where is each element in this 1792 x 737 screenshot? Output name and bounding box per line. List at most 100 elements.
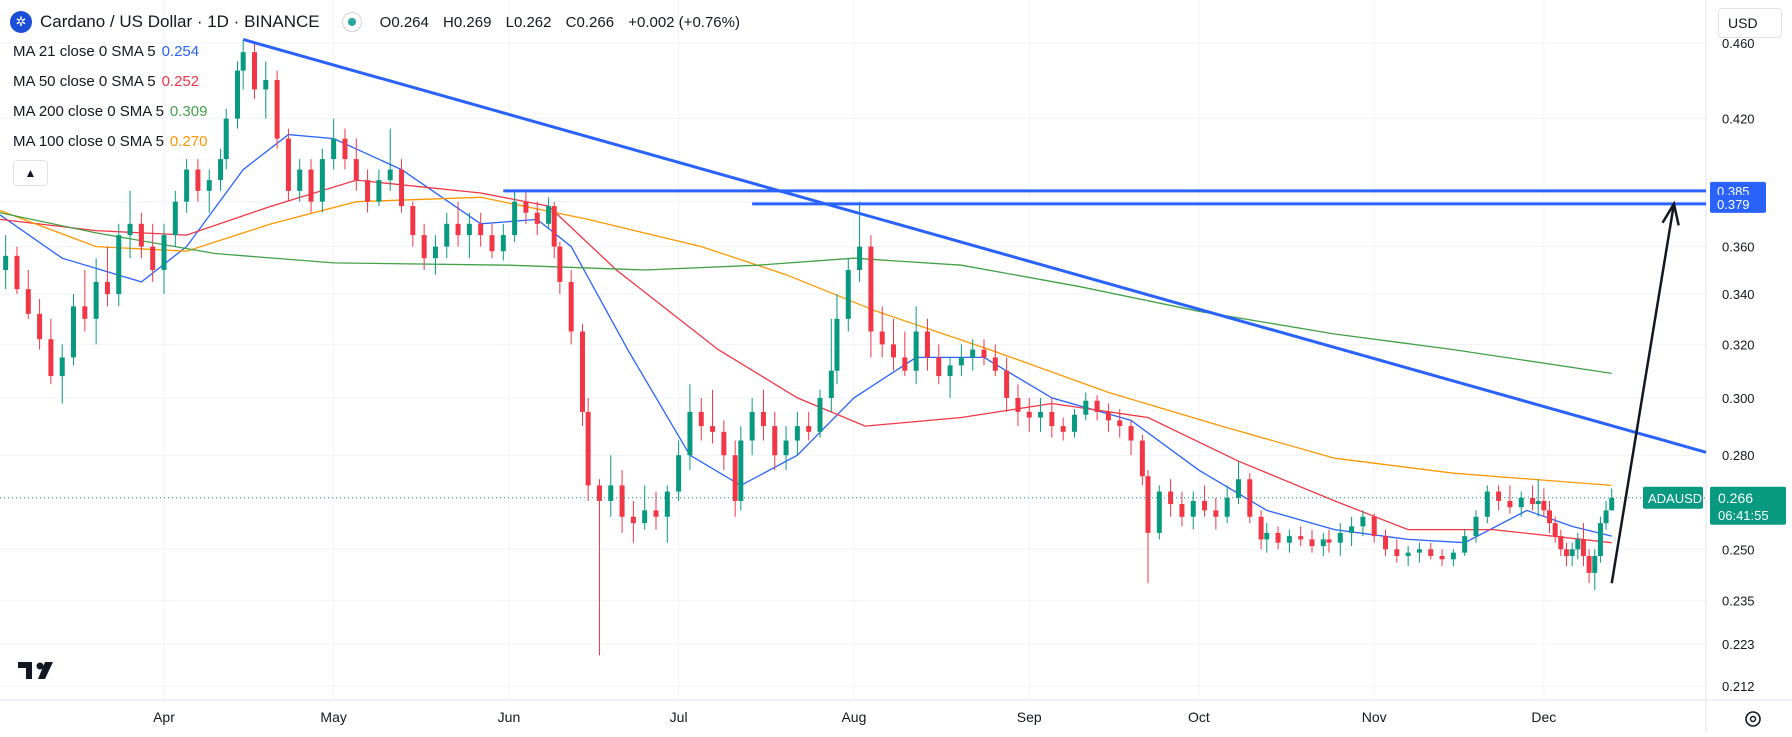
candle-body[interactable] xyxy=(710,426,716,432)
candle-body[interactable] xyxy=(913,331,919,371)
candle-body[interactable] xyxy=(970,349,976,358)
candle-body[interactable] xyxy=(738,440,744,501)
candle-body[interactable] xyxy=(161,235,167,270)
candle-body[interactable] xyxy=(676,455,682,492)
candle-body[interactable] xyxy=(879,331,885,345)
candle-body[interactable] xyxy=(1264,532,1270,540)
candle-body[interactable] xyxy=(150,246,156,270)
candle-body[interactable] xyxy=(1496,491,1502,501)
candle-body[interactable] xyxy=(93,281,99,319)
candle-body[interactable] xyxy=(206,180,212,191)
candle-body[interactable] xyxy=(1247,479,1253,517)
candle-body[interactable] xyxy=(1484,491,1490,517)
candle-body[interactable] xyxy=(3,255,9,270)
candle-body[interactable] xyxy=(947,365,953,377)
currency-selector[interactable]: USD xyxy=(1718,8,1782,38)
candle-body[interactable] xyxy=(285,138,291,191)
candle-body[interactable] xyxy=(653,510,659,517)
candle-body[interactable] xyxy=(1558,536,1564,550)
candle-body[interactable] xyxy=(1326,539,1332,543)
candle-body[interactable] xyxy=(1026,411,1032,418)
candle-body[interactable] xyxy=(992,357,998,371)
candle-body[interactable] xyxy=(1462,536,1468,553)
candle-body[interactable] xyxy=(834,318,840,371)
candle-body[interactable] xyxy=(1586,555,1592,573)
candle-body[interactable] xyxy=(1416,549,1422,553)
candle-body[interactable] xyxy=(1530,497,1536,505)
candle-body[interactable] xyxy=(1015,397,1021,412)
candle-body[interactable] xyxy=(1507,500,1513,508)
candle-body[interactable] xyxy=(664,491,670,517)
candle-body[interactable] xyxy=(698,411,704,427)
candle-body[interactable] xyxy=(1552,523,1558,537)
candle-body[interactable] xyxy=(568,281,574,332)
candle-body[interactable] xyxy=(1349,526,1355,533)
candle-body[interactable] xyxy=(936,357,942,377)
indicator-ma100[interactable]: MA 100 close 0 SMA 5 0.270 xyxy=(13,133,207,150)
candle-body[interactable] xyxy=(444,223,450,247)
candle-body[interactable] xyxy=(817,397,823,432)
candle-body[interactable] xyxy=(1563,549,1569,556)
candle-body[interactable] xyxy=(319,159,325,202)
candle-body[interactable] xyxy=(1609,497,1615,511)
candle-body[interactable] xyxy=(421,235,427,259)
indicator-ma21[interactable]: MA 21 close 0 SMA 5 0.254 xyxy=(13,43,199,60)
candle-body[interactable] xyxy=(596,485,602,501)
candle-body[interactable] xyxy=(342,138,348,160)
candle-body[interactable] xyxy=(59,357,65,377)
candle-body[interactable] xyxy=(868,246,874,332)
candle-body[interactable] xyxy=(71,306,77,358)
candle-body[interactable] xyxy=(845,269,851,319)
candle-body[interactable] xyxy=(127,223,133,236)
candle-body[interactable] xyxy=(512,201,518,236)
candle-body[interactable] xyxy=(297,169,303,191)
gear-icon[interactable] xyxy=(1745,711,1761,727)
collapse-legend-button[interactable]: ▲ xyxy=(13,160,48,186)
candle-body[interactable] xyxy=(1580,539,1586,556)
candle-body[interactable] xyxy=(331,138,337,160)
candle-body[interactable] xyxy=(579,331,585,412)
candle-body[interactable] xyxy=(195,169,201,191)
candle-body[interactable] xyxy=(806,426,812,432)
candle-body[interactable] xyxy=(410,206,416,236)
candle-body[interactable] xyxy=(489,235,495,252)
indicator-ma200[interactable]: MA 200 close 0 SMA 5 0.309 xyxy=(13,103,207,120)
candle-body[interactable] xyxy=(1337,532,1343,543)
candle-body[interactable] xyxy=(1360,516,1366,527)
candle-body[interactable] xyxy=(14,255,20,290)
candle-body[interactable] xyxy=(1569,549,1575,556)
candle-body[interactable] xyxy=(534,212,540,224)
candle-body[interactable] xyxy=(1405,552,1411,556)
candle-body[interactable] xyxy=(455,223,461,236)
candle-body[interactable] xyxy=(1320,539,1326,546)
candle-body[interactable] xyxy=(500,235,506,252)
candle-body[interactable] xyxy=(1190,500,1196,517)
candle-body[interactable] xyxy=(1575,539,1581,550)
candle-body[interactable] xyxy=(376,180,382,202)
candle-body[interactable] xyxy=(432,246,438,259)
candle-body[interactable] xyxy=(958,357,964,366)
candle-body[interactable] xyxy=(551,206,557,247)
candle-body[interactable] xyxy=(308,169,314,202)
indicator-ma50[interactable]: MA 50 close 0 SMA 5 0.252 xyxy=(13,73,199,90)
candle-body[interactable] xyxy=(630,516,636,524)
descending-trendline[interactable] xyxy=(242,38,1707,454)
candle-body[interactable] xyxy=(240,52,246,71)
candle-body[interactable] xyxy=(478,223,484,236)
candle-body[interactable] xyxy=(585,411,591,486)
candle-body[interactable] xyxy=(365,180,371,202)
candle-body[interactable] xyxy=(48,339,54,377)
candle-body[interactable] xyxy=(1038,411,1044,418)
candle-body[interactable] xyxy=(557,246,563,282)
candle-body[interactable] xyxy=(37,313,43,340)
candle-body[interactable] xyxy=(263,79,269,90)
candle-body[interactable] xyxy=(1139,440,1145,477)
candle-body[interactable] xyxy=(1535,500,1541,505)
candle-body[interactable] xyxy=(1258,516,1264,540)
candle-body[interactable] xyxy=(857,246,863,270)
candle-body[interactable] xyxy=(82,306,88,319)
candle-body[interactable] xyxy=(1450,552,1456,560)
candle-body[interactable] xyxy=(1156,491,1162,533)
